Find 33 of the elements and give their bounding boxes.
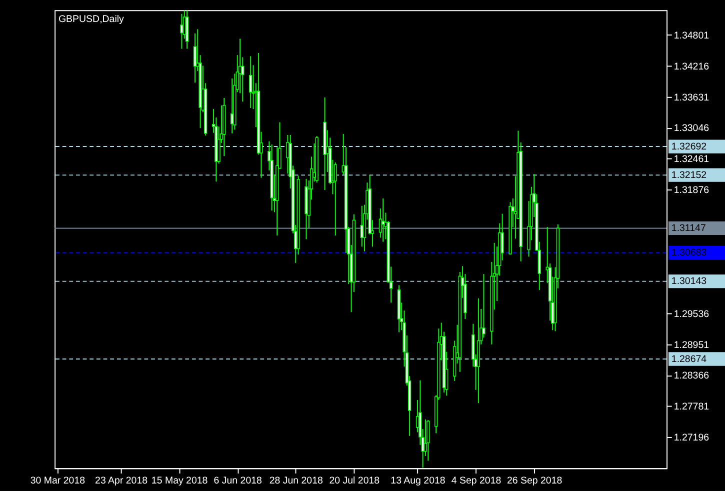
y-tick-label: 1.27196 xyxy=(674,432,710,444)
y-tick-label: 1.33046 xyxy=(674,123,710,134)
ref-line-label: 1.32692 xyxy=(671,141,707,152)
x-tick-label: 30 Mar 2018 xyxy=(30,475,86,486)
y-tick-label: 1.28951 xyxy=(674,340,710,351)
y-tick-label: 1.31876 xyxy=(674,185,710,196)
ref-line-label: 1.28674 xyxy=(671,354,708,365)
ref-line-label: 1.30683 xyxy=(671,248,707,259)
candlestick xyxy=(426,420,430,462)
y-tick-label: 1.32461 xyxy=(674,154,710,166)
x-tick-label: 23 Apr 2018 xyxy=(95,475,148,486)
y-tick-label: 1.34216 xyxy=(674,61,710,72)
ref-line-label: 1.31147 xyxy=(671,223,706,234)
candlestick xyxy=(180,13,184,50)
x-tick-label: 15 May 2018 xyxy=(151,475,208,486)
x-tick-label: 4 Sep 2018 xyxy=(451,475,502,486)
candlestick xyxy=(482,274,486,338)
x-tick-label: 6 Jun 2018 xyxy=(214,475,262,486)
y-tick-label: 1.34801 xyxy=(674,30,710,42)
x-tick-label: 20 Jul 2018 xyxy=(329,475,380,486)
candlestick xyxy=(193,32,197,84)
candlestick xyxy=(334,162,337,236)
chart-title: GBPUSD,Daily xyxy=(58,14,124,25)
candlestick xyxy=(249,56,252,108)
y-tick-label: 1.28366 xyxy=(674,370,710,382)
x-tick-label: 13 Aug 2018 xyxy=(390,475,446,486)
y-tick-label: 1.29536 xyxy=(674,308,710,320)
ref-line-label: 1.30143 xyxy=(671,276,707,288)
ref-line-label: 1.32152 xyxy=(671,170,707,181)
y-tick-label: 1.33631 xyxy=(674,92,710,104)
x-tick-label: 26 Sep 2018 xyxy=(506,475,562,486)
y-tick-label: 1.27781 xyxy=(674,402,710,413)
x-tick-label: 28 Jun 2018 xyxy=(269,475,323,486)
